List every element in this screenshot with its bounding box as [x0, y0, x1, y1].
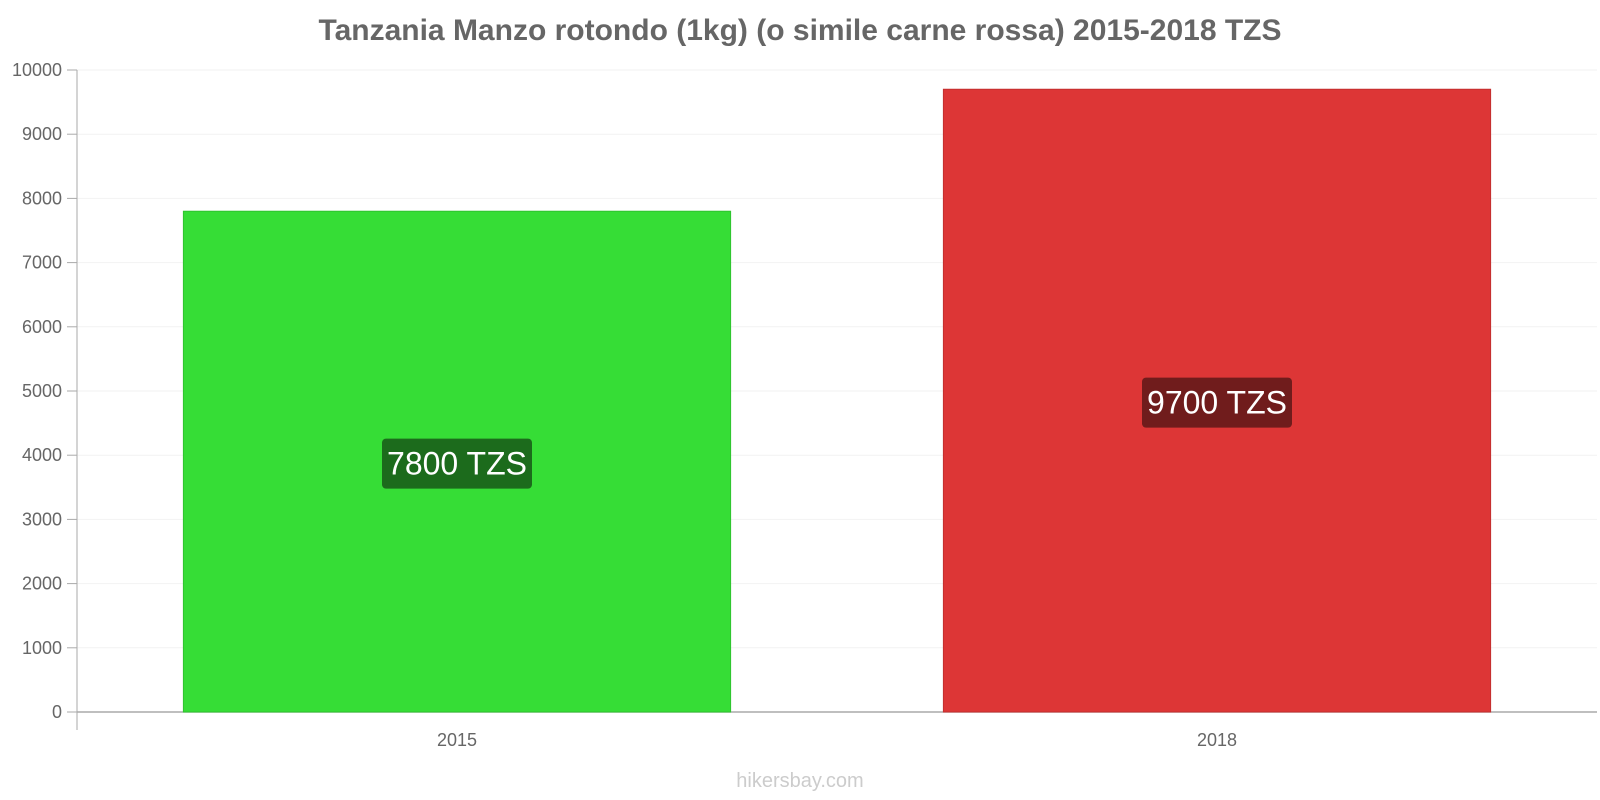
y-tick-label: 7000 — [22, 253, 62, 273]
y-tick-label: 9000 — [22, 124, 62, 144]
y-tick-label: 4000 — [22, 445, 62, 465]
y-tick-label: 6000 — [22, 317, 62, 337]
y-tick-label: 1000 — [22, 638, 62, 658]
axes: 0 1000 2000 3000 4000 5000 6000 7000 8000 9000 100… — [12, 60, 1597, 750]
bars — [182, 88, 1492, 713]
watermark: hikersbay.com — [736, 770, 864, 792]
y-tick-label: 8000 — [22, 188, 62, 208]
y-tick-label: 2000 — [22, 574, 62, 594]
x-tick-label: 2015 — [437, 730, 477, 750]
data-label-box — [1142, 377, 1292, 428]
data-label: 7800 TZS — [387, 446, 527, 482]
data-label: 9700 TZS — [1147, 385, 1287, 421]
data-label-box — [382, 438, 532, 489]
y-tick-label: 3000 — [22, 509, 62, 529]
y-tick-label: 5000 — [22, 381, 62, 401]
y-tick-label: 10000 — [12, 60, 62, 80]
y-tick-label: 0 — [52, 702, 62, 722]
chart-title: Tanzania Manzo rotondo (1kg) (o simile c… — [318, 14, 1282, 47]
x-tick-label: 2018 — [1197, 730, 1237, 750]
data-labels: 7800 TZS 9700 TZS — [382, 377, 1292, 489]
